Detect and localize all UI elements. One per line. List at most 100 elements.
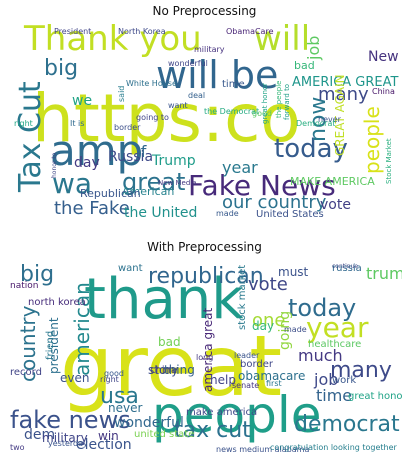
cloud-word: trump: [366, 264, 402, 283]
cloud-word: people: [152, 386, 322, 444]
cloud-word: right: [14, 119, 33, 128]
cloud-word: Russia: [108, 149, 154, 165]
cloud-word: healthcare: [308, 339, 362, 350]
cloud-word: record: [10, 367, 42, 378]
cloud-word: obamacare: [238, 369, 306, 383]
panel-title-raw: No Preprocessing: [152, 4, 257, 18]
cloud-word: north korea: [28, 297, 86, 308]
cloud-word: usa: [100, 384, 139, 409]
cloud-word: vote: [248, 274, 288, 295]
cloud-word: china: [150, 365, 178, 376]
cloud-word: work: [332, 375, 357, 386]
cloud-word: wonderful: [114, 415, 184, 431]
cloud-word: It is: [70, 119, 85, 128]
cloud-word: vote: [320, 197, 351, 213]
cloud-word: Fake News: [188, 169, 336, 202]
cloud-word: great honor: [261, 82, 269, 124]
cloud-word: today: [274, 134, 348, 164]
cloud-word: friend: [45, 330, 56, 360]
cloud-word: made: [284, 325, 307, 334]
cloud-word: united state: [134, 429, 195, 440]
cloud-word: the people: [275, 80, 283, 118]
cloud-word: story: [148, 363, 179, 377]
cloud-word: day: [74, 155, 100, 171]
cloud-word: North Korea: [118, 27, 166, 36]
cloud-word: many: [330, 358, 392, 383]
cloud-word: fake news: [10, 406, 131, 434]
cloud-word: stock market: [237, 264, 248, 330]
cloud-word: Stock Market: [385, 138, 393, 184]
cloud-word: the Democrat: [204, 107, 260, 116]
cloud-word: White House: [126, 79, 177, 88]
cloud-word: the United: [124, 205, 198, 218]
cloud-word: going to: [136, 113, 169, 122]
cloud-word: nation: [10, 281, 39, 291]
cloud-word: many: [318, 84, 369, 105]
cloud-word: made: [216, 209, 239, 218]
cloud-word: New Media: [158, 179, 197, 187]
cloud-word: we: [72, 93, 93, 109]
cloud-word: deal: [188, 91, 206, 100]
cloud-word: wonderful: [168, 59, 208, 68]
cloud-word: year: [306, 311, 369, 344]
cloud-word: Tax Cut: [13, 81, 48, 192]
cloud-word: Thank you: [24, 20, 202, 59]
cloud-word: never: [108, 401, 143, 415]
cloud-word: China: [372, 87, 395, 96]
cloud-word: make america: [186, 407, 258, 418]
cloud-word: much: [298, 346, 343, 365]
cloud-word: said: [117, 85, 126, 102]
wordcloud-raw: https:co Thank you will be amp Fake News Tax …: [8, 20, 402, 218]
cloud-word: MAKE AMERICA: [290, 175, 375, 188]
cloud-word: want: [168, 101, 188, 110]
cloud-word: honor to: [51, 152, 58, 178]
cloud-word: https:co: [32, 80, 301, 157]
cloud-word: time: [316, 386, 353, 405]
cloud-word: news medium alabama: [216, 445, 310, 454]
cloud-word: even: [60, 371, 90, 385]
cloud-word: right: [100, 375, 119, 384]
cloud-word: military: [194, 45, 225, 54]
cloud-word: good: [104, 369, 124, 378]
cloud-word: people: [360, 106, 384, 174]
cloud-word: day: [252, 319, 275, 333]
cloud-word: border: [114, 123, 141, 132]
cloud-word: first: [266, 379, 282, 388]
cloud-word: today: [288, 294, 357, 322]
cloud-word: help: [210, 373, 236, 387]
cloud-word: win: [98, 429, 119, 443]
cloud-word: border: [240, 359, 274, 370]
cloud-word: continue: [332, 263, 359, 270]
cloud-word: congratulation looking together: [270, 443, 397, 452]
cloud-word: big: [20, 262, 55, 287]
cloud-word: two: [10, 443, 25, 452]
cloud-word: AMERICA GREAT: [292, 75, 399, 90]
cloud-word: If: [136, 142, 147, 161]
cloud-word: New: [368, 49, 399, 65]
cloud-word: must: [278, 265, 309, 279]
cloud-word: big: [44, 56, 79, 81]
cloud-word: russia: [332, 263, 362, 274]
cloud-word: our country: [222, 192, 327, 213]
cloud-word: want: [118, 263, 143, 274]
cloud-word: long: [196, 353, 214, 362]
cloud-word: never: [318, 115, 341, 124]
cloud-word: will: [254, 20, 311, 59]
cloud-word: military: [42, 431, 88, 445]
cloud-word: job: [304, 35, 323, 60]
cloud-word: great: [60, 317, 283, 415]
cloud-word: bad: [294, 59, 315, 72]
cloud-word: thank: [84, 267, 244, 332]
cloud-word: tax cut: [174, 418, 251, 443]
cloud-word: Republican: [80, 187, 141, 200]
cloud-word: United States: [256, 209, 324, 219]
cloud-word: amp: [50, 126, 144, 175]
cloud-word: great honor: [348, 391, 402, 402]
cloud-word: bad: [158, 335, 181, 349]
cloud-word: American: [122, 185, 175, 198]
cloud-word: good: [252, 109, 272, 118]
cloud-word: election: [76, 437, 132, 453]
cloud-word: will be: [156, 53, 279, 97]
cloud-word: democrat: [294, 412, 400, 437]
cloud-word: the Fake: [54, 198, 130, 218]
